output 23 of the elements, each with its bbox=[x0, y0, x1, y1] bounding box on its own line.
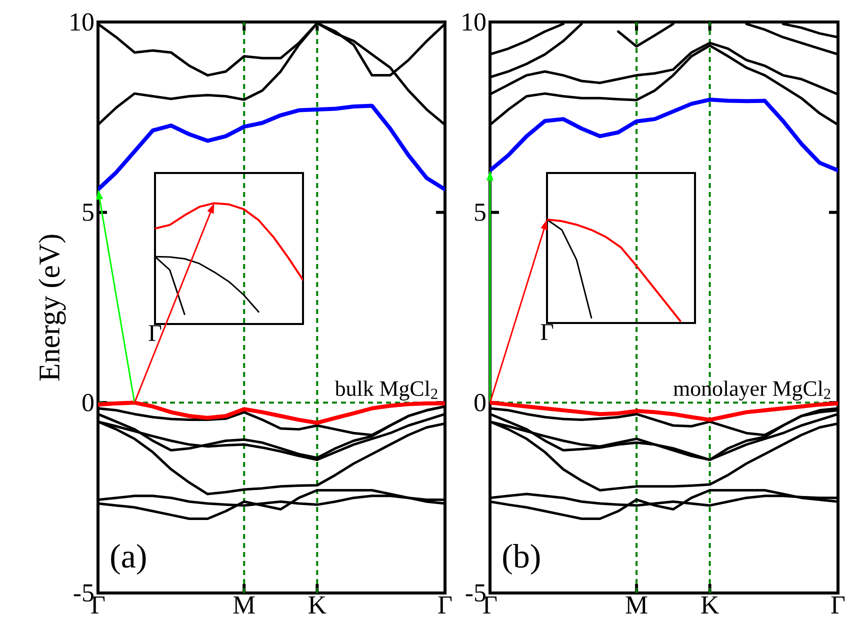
y-tick-label: 5 bbox=[475, 204, 486, 221]
y-tick-label: 0 bbox=[82, 394, 94, 412]
y-tick-label: -5 bbox=[74, 584, 94, 602]
y-tick-label: 10 bbox=[462, 13, 486, 31]
x-tick-label: Γ bbox=[91, 596, 105, 614]
x-tick-label: M bbox=[626, 596, 648, 614]
annotation: Γ bbox=[148, 325, 162, 341]
y-axis-title: Energy (eV) bbox=[38, 234, 66, 381]
x-tick-label: K bbox=[701, 596, 719, 614]
annotation: (a) bbox=[111, 544, 146, 575]
annotation: bulk MgCl$_{2}$ bbox=[334, 380, 438, 401]
x-tick-label: Γ bbox=[438, 596, 452, 614]
y-tick-label: 10 bbox=[70, 13, 94, 31]
annotation: (b) bbox=[503, 544, 540, 575]
annotation: Γ bbox=[540, 324, 554, 340]
y-tick-label: -5 bbox=[466, 584, 486, 602]
x-tick-label: K bbox=[308, 596, 326, 614]
y-tick-label: 0 bbox=[474, 394, 486, 412]
annotation: monolayer MgCl$_{2}$ bbox=[674, 380, 830, 401]
x-tick-label: Γ bbox=[831, 596, 845, 614]
x-tick-label: Γ bbox=[483, 596, 497, 614]
x-tick-label: M bbox=[233, 596, 255, 614]
y-tick-label: 5 bbox=[83, 204, 94, 221]
